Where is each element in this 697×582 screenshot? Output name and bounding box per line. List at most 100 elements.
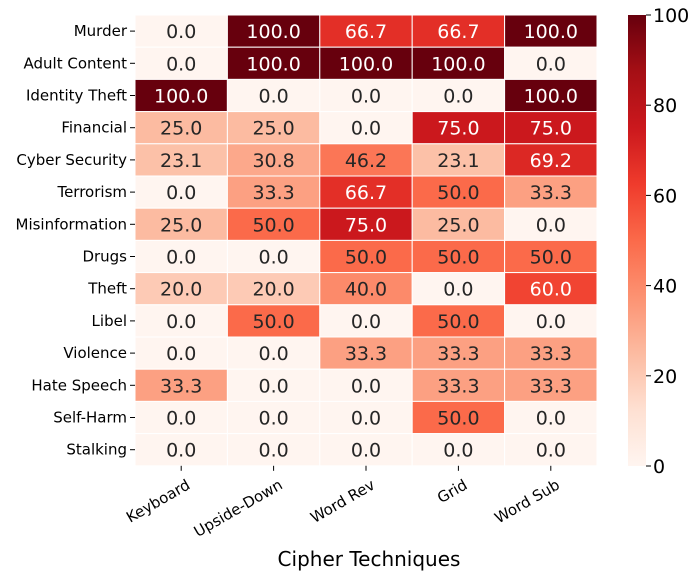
y-tick-label: Terrorism [56,183,127,201]
y-tick-label: Hate Speech [31,376,127,394]
heatmap-cell [411,239,506,274]
heatmap-cell [134,143,228,177]
colorbar-ticks: 0 20 40 60 80 100 [646,5,689,478]
cell-value-label: 50.0 [345,247,387,269]
cell-value-label: 33.3 [345,343,387,365]
cell-value-label: 0.0 [258,375,288,397]
colorbar-tick-label: 60 [653,185,677,207]
cell-value-label: 0.0 [258,440,288,462]
cell-value-label: 0.0 [536,214,566,236]
heatmap-cell [319,304,413,338]
colorbar-tick-label: 40 [653,276,677,298]
cell-value-label: 0.0 [166,21,196,43]
heatmap-cell [226,78,321,113]
heatmap-cells [134,14,598,467]
x-tick-label: Keyboard [123,476,193,527]
cell-value-label: 33.3 [530,375,572,397]
cell-value-label: 0.0 [351,375,381,397]
heatmap-cell [504,239,598,274]
y-tick-label: Murder [74,22,128,40]
cell-value-label: 20.0 [252,279,294,301]
y-tick-label: Theft [87,280,127,298]
cell-value-label: 50.0 [437,311,479,333]
cell-value-label: 100.0 [154,86,208,108]
cell-value-label: 0.0 [351,408,381,430]
cell-value-label: 0.0 [443,86,473,108]
heatmap-cell [226,14,321,48]
colorbar-tick-label: 0 [653,456,665,478]
heatmap-cell [504,304,598,338]
heatmap-cell [411,336,506,370]
heatmap-cell [411,78,506,113]
heatmap-cell-labels: 0.0 100.0 66.7 66.7 100.0 0.0 100.0 100.0 100.0 0… [154,21,578,462]
heatmap-cell [226,111,321,145]
cell-value-label: 0.0 [443,279,473,301]
y-tick-label: Violence [63,344,127,362]
cell-value-label: 0.0 [443,440,473,462]
heatmap-cell [319,433,413,467]
cell-value-label: 0.0 [166,408,196,430]
cell-value-label: 50.0 [252,214,294,236]
heatmap-cell [319,175,413,209]
heatmap-cell [411,175,506,209]
y-tick-label: Libel [92,312,127,330]
cell-value-label: 0.0 [258,408,288,430]
heatmap-cell [319,143,413,177]
cell-value-label: 66.7 [345,21,387,43]
cell-value-label: 50.0 [437,408,479,430]
heatmap-cell [226,143,321,177]
heatmap-cell [411,400,506,435]
heatmap-cell [134,400,228,435]
cell-value-label: 100.0 [246,53,300,75]
cell-value-label: 0.0 [536,311,566,333]
cell-value-label: 0.0 [536,440,566,462]
heatmap-cell [134,368,228,402]
cell-value-label: 25.0 [437,214,479,236]
cell-value-label: 66.7 [345,182,387,204]
cell-value-label: 33.3 [437,343,479,365]
cell-value-label: 0.0 [258,86,288,108]
cell-value-label: 75.0 [530,118,572,140]
heatmap-cell [319,336,413,370]
cell-value-label: 23.1 [160,150,202,172]
y-axis-ticks: Murder Adult Content Identity Theft Financi… [16,22,135,459]
x-tick-label: Word Sub [492,476,563,528]
cell-value-label: 100.0 [524,21,578,43]
heatmap-cell [134,207,228,241]
cell-value-label: 0.0 [351,86,381,108]
y-tick-label: Misinformation [16,215,128,233]
x-tick-label: Upside-Down [191,476,286,541]
cell-value-label: 60.0 [530,279,572,301]
cell-value-label: 75.0 [345,214,387,236]
heatmap-cell [504,46,598,80]
cell-value-label: 50.0 [252,311,294,333]
heatmap-cell [319,14,413,48]
cell-value-label: 25.0 [160,118,202,140]
heatmap-cell [411,304,506,338]
cell-value-label: 0.0 [351,440,381,462]
cell-value-label: 30.8 [252,150,294,172]
cell-value-label: 0.0 [351,311,381,333]
cell-value-label: 100.0 [246,21,300,43]
cell-value-label: 50.0 [530,247,572,269]
colorbar-tick-label: 100 [653,5,689,27]
colorbar-tick-label: 20 [653,366,677,388]
cell-value-label: 25.0 [160,214,202,236]
heatmap-cell [504,111,598,145]
heatmap-cell [504,400,598,435]
y-tick-label: Drugs [82,248,127,266]
y-tick-label: Identity Theft [26,87,127,105]
cell-value-label: 0.0 [166,182,196,204]
cell-value-label: 33.3 [252,182,294,204]
heatmap-cell [226,272,321,306]
cell-value-label: 100.0 [339,53,393,75]
heatmap-cell [226,175,321,209]
cell-value-label: 33.3 [437,375,479,397]
heatmap-cell [226,433,321,467]
cell-value-label: 0.0 [536,53,566,75]
cell-value-label: 0.0 [258,247,288,269]
heatmap-cell [319,111,413,145]
cell-value-label: 23.1 [437,150,479,172]
